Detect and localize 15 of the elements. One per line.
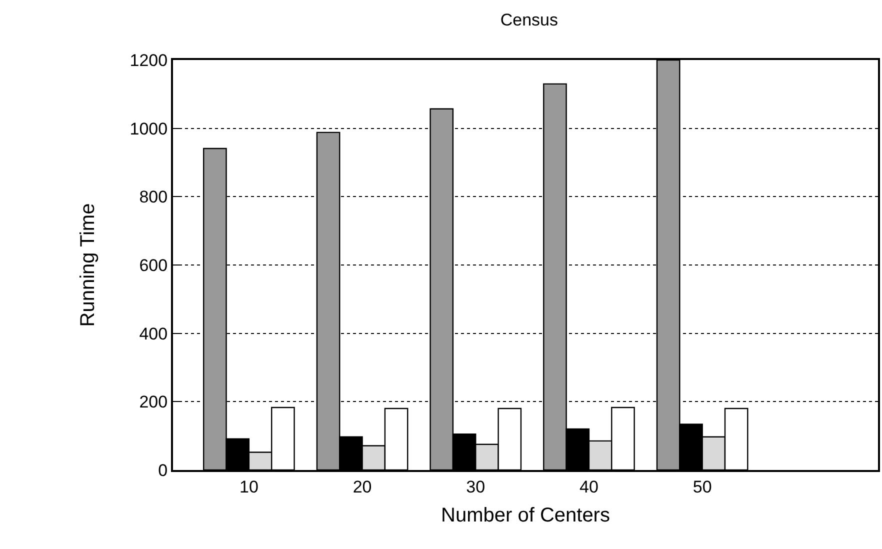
x-tick-label: 10: [239, 477, 258, 496]
y-tick-label: 1000: [130, 119, 168, 138]
x-tick-label: 20: [352, 477, 372, 496]
y-tick-label: 0: [158, 460, 168, 480]
y-tick-label: 1200: [130, 50, 168, 70]
x-tick-label: 30: [466, 477, 486, 496]
y-tick-label: 400: [139, 324, 168, 344]
y-tick-label: 200: [139, 392, 168, 412]
x-tick-label: 40: [580, 477, 598, 496]
x-tick-label: 50: [692, 477, 712, 496]
y-tick-label: 800: [139, 188, 168, 207]
chart-title: Census: [500, 10, 558, 30]
y-tick-label: 600: [139, 256, 168, 275]
y-axis-title: Running Time: [76, 203, 99, 327]
x-axis-title: Number of Centers: [441, 504, 610, 526]
